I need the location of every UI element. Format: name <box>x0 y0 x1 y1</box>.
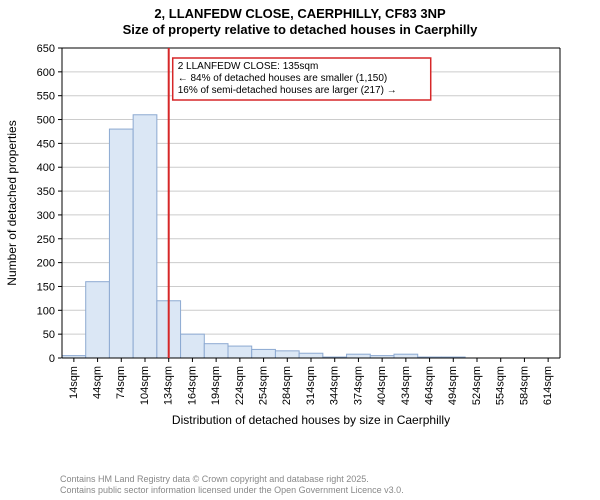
callout-line: 2 LLANFEDW CLOSE: 135sqm <box>178 61 319 72</box>
x-tick-label: 224sqm <box>234 366 246 405</box>
histogram-bar <box>299 353 323 358</box>
chart-title-block: 2, LLANFEDW CLOSE, CAERPHILLY, CF83 3NP … <box>0 0 600 39</box>
histogram-bar <box>228 346 252 358</box>
x-tick-label: 434sqm <box>400 366 412 405</box>
y-tick-label: 150 <box>37 281 55 293</box>
x-tick-label: 284sqm <box>281 366 293 405</box>
x-tick-label: 194sqm <box>210 366 222 405</box>
y-tick-label: 300 <box>37 210 55 222</box>
histogram-bar <box>252 349 276 358</box>
x-tick-label: 494sqm <box>447 366 459 405</box>
y-tick-label: 350 <box>37 186 55 198</box>
y-tick-label: 500 <box>37 115 55 127</box>
x-tick-label: 314sqm <box>305 366 317 405</box>
x-tick-label: 554sqm <box>495 366 507 405</box>
footer-line-2: Contains public sector information licen… <box>60 485 404 496</box>
y-tick-label: 50 <box>43 329 55 341</box>
x-tick-label: 374sqm <box>352 366 364 405</box>
histogram-bar <box>394 354 418 358</box>
y-tick-label: 250 <box>37 234 55 246</box>
x-tick-label: 404sqm <box>376 366 388 405</box>
title-line-1: 2, LLANFEDW CLOSE, CAERPHILLY, CF83 3NP <box>0 6 600 21</box>
x-tick-label: 14sqm <box>68 366 80 399</box>
title-line-2: Size of property relative to detached ho… <box>0 22 600 37</box>
y-tick-label: 200 <box>37 258 55 270</box>
x-tick-label: 134sqm <box>163 366 175 405</box>
x-tick-label: 464sqm <box>423 366 435 405</box>
histogram-chart: 0 50 100 150 200 250 300 350 400 450 500 550 600 650 1… <box>0 40 600 450</box>
x-tick-label: 74sqm <box>115 366 127 399</box>
callout-line: 16% of semi-detached houses are larger (… <box>178 85 397 96</box>
histogram-bar <box>275 351 299 358</box>
x-tick-label: 584sqm <box>518 366 530 405</box>
histogram-bar <box>181 334 205 358</box>
y-tick-label: 450 <box>37 138 55 150</box>
y-tick-label: 550 <box>37 91 55 103</box>
y-tick-label: 100 <box>37 305 55 317</box>
x-tick-label: 164sqm <box>186 366 198 405</box>
y-tick-label: 0 <box>49 353 55 365</box>
x-tick-label: 44sqm <box>91 366 103 399</box>
y-axis-label: Number of detached properties <box>5 120 19 285</box>
histogram-bar <box>109 129 133 358</box>
y-tick-label: 400 <box>37 162 55 174</box>
chart-container: 0 50 100 150 200 250 300 350 400 450 500 550 600 650 1… <box>0 40 600 450</box>
x-tick-label: 614sqm <box>542 366 554 405</box>
histogram-bar <box>86 282 110 358</box>
x-tick-label: 524sqm <box>471 366 483 405</box>
histogram-bar <box>347 354 371 358</box>
footer-line-1: Contains HM Land Registry data © Crown c… <box>60 474 404 485</box>
x-tick-label: 254sqm <box>257 366 269 405</box>
x-axis-label: Distribution of detached houses by size … <box>172 413 450 427</box>
callout-line: ← 84% of detached houses are smaller (1,… <box>178 73 388 84</box>
histogram-bar <box>204 344 228 358</box>
histogram-bar <box>133 115 157 358</box>
attribution-footer: Contains HM Land Registry data © Crown c… <box>60 474 404 496</box>
y-tick-label: 600 <box>37 67 55 79</box>
y-tick-label: 650 <box>37 43 55 55</box>
x-tick-label: 104sqm <box>139 366 151 405</box>
x-tick-label: 344sqm <box>329 366 341 405</box>
